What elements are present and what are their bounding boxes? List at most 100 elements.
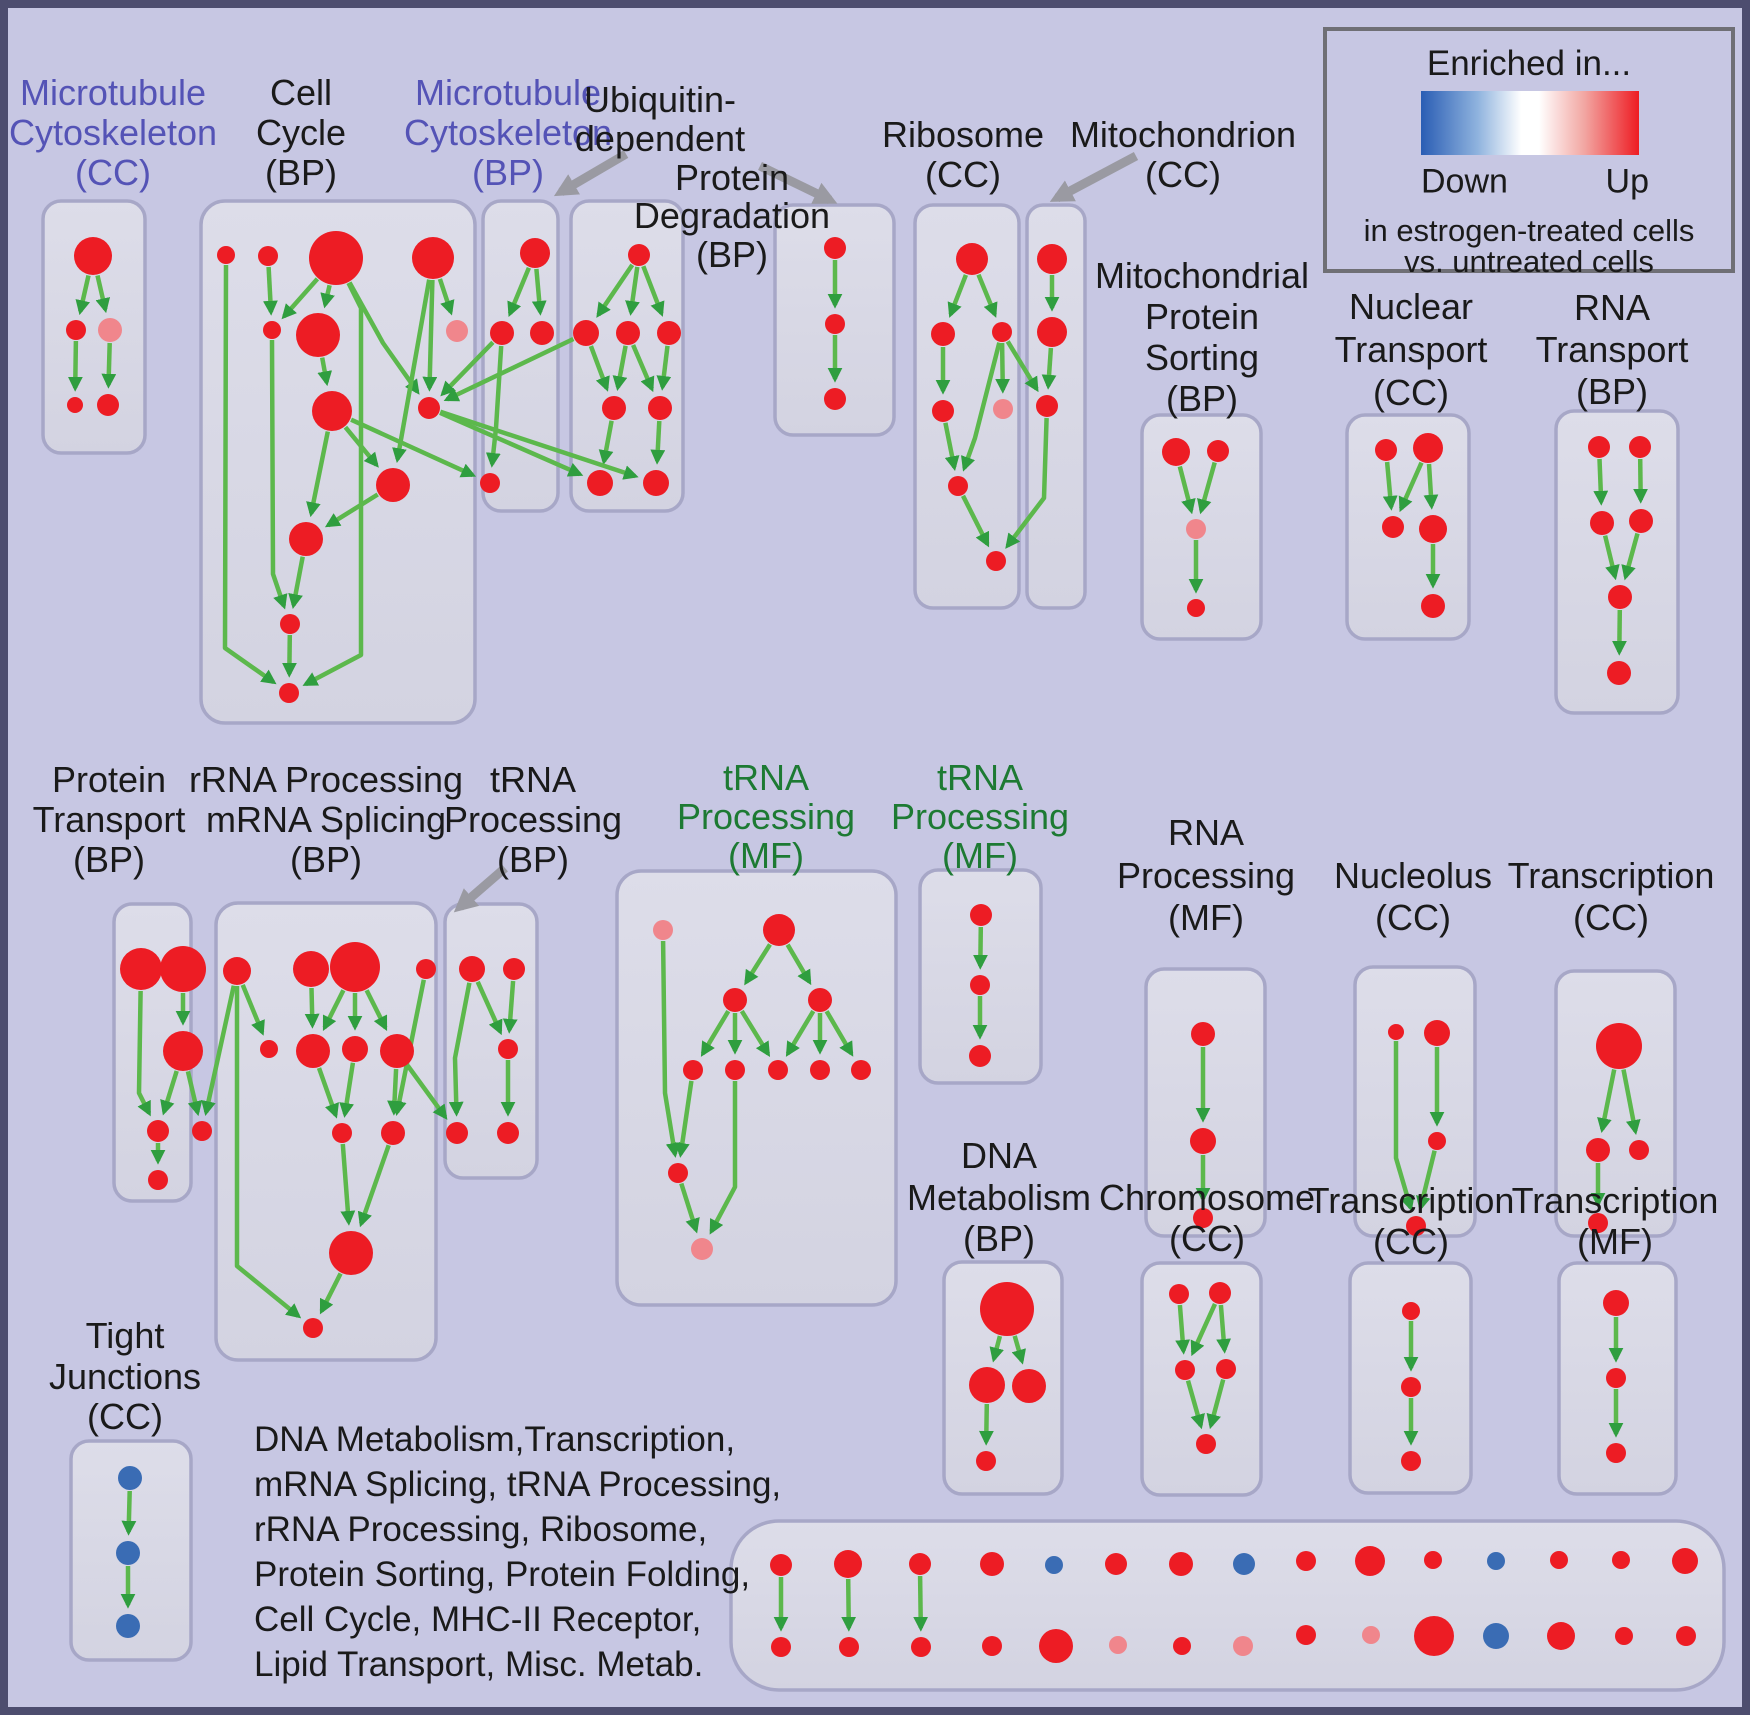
legend-subtitle-1: in estrogen-treated cells: [1363, 213, 1695, 248]
cluster-rna-transport-node-5: [1607, 661, 1631, 685]
cluster-dna-metabolism-edge-0: [989, 1335, 1004, 1363]
cluster-dna-metabolism-node-0: [980, 1282, 1034, 1336]
cluster-transcription-mf-node-1: [1606, 1368, 1626, 1388]
cluster-chromosome-node-4: [1196, 1434, 1216, 1454]
cluster-shared-misc-node-25: [1414, 1616, 1454, 1656]
transcription-mf-label-line-0: Transcription: [1511, 1180, 1719, 1221]
cluster-trna-mf-1-node-6: [768, 1060, 788, 1080]
cluster-trna-mf-1-node-5: [725, 1060, 745, 1080]
link-edge-mitochondrion-to-ribosome-6: [1005, 417, 1049, 549]
cluster-nuclear-transport-edge-0: [1382, 461, 1398, 511]
cluster-tight-junctions-node-2: [116, 1614, 140, 1638]
cluster-trna-bp-node-3: [446, 1122, 468, 1144]
cluster-trna-mf-1-node-7: [810, 1060, 830, 1080]
cluster-cell-cycle-edge-2: [281, 277, 320, 320]
ubiquitin-label-b-line-2: (BP): [696, 234, 768, 275]
cluster-mito-sorting-node-1: [1207, 440, 1229, 462]
cluster-cell-cycle-node-0: [217, 246, 235, 264]
cluster-rna-transport-edge-1: [1633, 458, 1648, 504]
cluster-shared-misc-node-26: [1483, 1623, 1509, 1649]
cluster-shared-misc-node-19: [1039, 1629, 1073, 1663]
cluster-cell-cycle-edge-10: [306, 431, 331, 518]
cluster-protein-transport-node-5: [148, 1170, 168, 1190]
rna-mf-label-line-0: RNA: [1167, 812, 1245, 853]
cluster-ubiquitin-1-edge-4: [612, 345, 628, 392]
shared-clusters-text-line-0: DNA Metabolism,Transcription,: [254, 1420, 736, 1459]
cluster-transcription-cc-2-node-2: [1401, 1451, 1421, 1471]
nuclear-transport-label-line-2: (CC): [1373, 372, 1449, 413]
cluster-chromosome-edge-2: [1216, 1304, 1232, 1354]
cluster-rrna-node-3: [416, 959, 436, 979]
cluster-shared-misc-node-22: [1233, 1636, 1253, 1656]
cluster-shared-misc-node-6: [1169, 1552, 1193, 1576]
link-edge-ribosome-to-mitochondrion-5: [1005, 340, 1039, 393]
cluster-ubiquitin-2-node-2: [824, 388, 846, 410]
cluster-cell-cycle-edge-8: [392, 279, 432, 464]
cluster-ribosome-edge-0: [947, 274, 968, 318]
cluster-shared-misc-node-29: [1676, 1626, 1696, 1646]
cluster-trna-mf-1-node-8: [851, 1060, 871, 1080]
cluster-rna-transport-node-1: [1629, 436, 1651, 458]
cluster-ribosome-node-5: [948, 476, 968, 496]
cluster-cell-cycle-node-9: [376, 468, 410, 502]
cluster-ubiquitin-2-node-1: [825, 314, 845, 334]
cluster-trna-bp-node-4: [497, 1122, 519, 1144]
cluster-trna-bp-node-0: [459, 956, 485, 982]
cluster-cell-cycle-node-6: [446, 320, 468, 342]
cluster-shared-misc-edge-2: [913, 1575, 929, 1632]
trna-mf-2-label-line-1: Processing: [890, 796, 1070, 837]
link-edge-cell-cycle-to-ubiquitin-1-1: [439, 409, 639, 480]
cluster-rrna-node-6: [342, 1036, 368, 1062]
cluster-microtubule-bp-node-0: [520, 238, 550, 268]
cluster-rrna-edge-9: [340, 1143, 356, 1226]
cell-cycle-label-line-1: Cycle: [255, 112, 347, 153]
cluster-protein-transport-node-1: [160, 946, 206, 992]
microtubule-cc-label-line-2: (CC): [75, 152, 151, 193]
cluster-cell-cycle-node-4: [263, 321, 281, 339]
cluster-trna-mf-1-edge-10: [679, 1182, 700, 1234]
cluster-nucleolus-node-2: [1428, 1132, 1446, 1150]
cluster-rrna-edge-2: [322, 989, 346, 1032]
cluster-rna-transport-box: [1554, 409, 1680, 715]
cluster-ribosome-edge-5: [943, 422, 960, 472]
trna-mf-2-label-line-2: (MF): [942, 835, 1018, 876]
cluster-trna-mf-1-node-1: [763, 914, 795, 946]
cluster-shared-misc-node-14: [1672, 1548, 1698, 1574]
cluster-ribosome-node-4: [993, 399, 1013, 419]
cluster-rrna-node-0: [223, 957, 251, 985]
transcription-cc-1-label-line-0: Transcription: [1507, 855, 1715, 896]
cluster-rrna-node-2: [330, 942, 380, 992]
cluster-ubiquitin-1-edge-2: [641, 265, 665, 317]
ubiquitin-label-b-line-0: Protein: [674, 157, 790, 198]
nuclear-transport-label-line-1: Transport: [1334, 329, 1488, 370]
cluster-rna-mf-box: [1144, 967, 1267, 1238]
cluster-rna-transport-node-3: [1629, 509, 1653, 533]
cluster-ubiquitin-1-node-3: [657, 321, 681, 345]
rrna-mrna-label-line-2: (BP): [290, 839, 362, 880]
cluster-cell-cycle-edge-15: [282, 634, 297, 678]
cluster-chromosome-edge-4: [1206, 1379, 1226, 1430]
callout-arrow-trna-bp: [453, 864, 508, 913]
chromosome-label-line-0: Chromosome: [1098, 1177, 1316, 1218]
cluster-shared-misc-node-10: [1424, 1551, 1442, 1569]
cluster-dna-metabolism-edge-2: [978, 1403, 994, 1446]
cluster-microtubule-cc-edge-1: [95, 274, 111, 314]
link-edge-microtubule-bp-to-cell-cycle-3: [440, 340, 495, 397]
ubiquitin-label-b-line-1: Degradation: [633, 195, 831, 236]
cluster-protein-transport-node-2: [163, 1031, 203, 1071]
cluster-nucleolus-edge-2: [1416, 1150, 1437, 1212]
cluster-cell-cycle-edge-11: [324, 492, 379, 528]
cluster-chromosome-box: [1140, 1261, 1263, 1497]
cluster-trna-mf-1-edge-5: [785, 1009, 816, 1057]
mitochondrion-label-line-0: Mitochondrion: [1069, 114, 1297, 155]
cluster-cell-cycle-node-2: [309, 231, 363, 285]
microtubule-bp-label-line-0: Microtubule: [414, 72, 602, 113]
cluster-microtubule-cc-edge-2: [67, 340, 83, 392]
trna-mf-2-label-line-0: tRNA: [936, 757, 1024, 798]
cluster-cell-cycle-edge-9: [317, 357, 333, 387]
cluster-nuclear-transport-node-4: [1421, 594, 1445, 618]
cell-cycle-label-line-2: (BP): [265, 152, 337, 193]
callout-arrow-ubiquitin-right: [758, 161, 838, 205]
cluster-shared-misc-node-2: [909, 1553, 931, 1575]
cluster-chromosome-node-2: [1175, 1360, 1195, 1380]
